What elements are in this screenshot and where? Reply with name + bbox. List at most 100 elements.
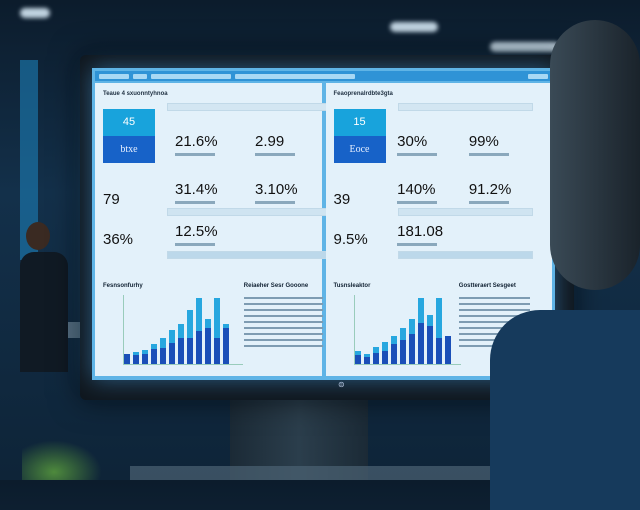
bar-segment-light [160, 337, 166, 349]
bar-segment-dark [408, 334, 415, 364]
bar-segment-dark [214, 337, 220, 364]
bar [223, 324, 229, 364]
tile-label: Eoce [333, 136, 386, 163]
bar-segment-dark [444, 336, 451, 364]
bar [124, 354, 130, 364]
dashboard-screen: Teaue 4 sxuonntyhnoa 45 btxe 79 36% 21.6%… [92, 68, 555, 380]
bar-segment-dark [435, 337, 442, 364]
bar [372, 346, 379, 364]
metric-caption [175, 153, 215, 156]
bar-segment-dark [381, 350, 388, 364]
ceiling-light [390, 22, 438, 32]
bar-segment-light [372, 346, 379, 354]
monitor-logo-icon: ⊜ [338, 380, 345, 389]
bar [363, 354, 370, 364]
chart-title: Tusnsleaktor [333, 283, 371, 289]
bar-segment-dark [133, 354, 139, 364]
kpi-value: 39 [333, 191, 351, 208]
bar [142, 349, 148, 364]
side-title: Reiaeher Sesr Gooone [243, 283, 309, 289]
bar-segment-light [133, 352, 139, 355]
bar-segment-light [169, 329, 175, 343]
background-person [20, 222, 70, 422]
tab-bar[interactable] [397, 103, 533, 111]
bar-segment-light [187, 309, 193, 338]
kpi-tile[interactable]: 45 btxe [103, 109, 155, 163]
bar [444, 336, 451, 364]
bar-segment-dark [169, 342, 175, 364]
bar-segment-dark [426, 325, 433, 364]
bar-segment-light [363, 354, 370, 358]
bar [133, 352, 139, 364]
bar [408, 319, 415, 364]
bar [160, 337, 166, 364]
bar-segment-dark [372, 353, 379, 364]
bar [205, 319, 211, 364]
info-bar[interactable] [167, 251, 327, 259]
tile-label: btxe [103, 136, 155, 163]
bar-segment-light [223, 324, 229, 329]
bar-segment-dark [363, 357, 370, 364]
bar [399, 327, 406, 364]
monitor-stand [230, 395, 368, 480]
bar-segment-light [214, 298, 220, 338]
metric-value: 91.2% [468, 181, 512, 198]
metric-value: 99% [468, 133, 499, 150]
metric-value: 2.99 [255, 133, 285, 150]
bar [354, 350, 361, 364]
section-header [397, 208, 533, 216]
bar [169, 329, 175, 364]
bar-segment-dark [399, 340, 406, 364]
bar-segment-dark [142, 354, 148, 364]
bar-segment-light [381, 342, 388, 351]
bar-segment-dark [160, 348, 166, 364]
bar-segment-light [390, 336, 397, 345]
bar-segment-light [151, 344, 157, 350]
bar [196, 298, 202, 364]
bar [381, 342, 388, 364]
kpi-value: 79 [103, 191, 120, 208]
bar [435, 298, 442, 364]
metric-caption [397, 243, 438, 246]
tab-bar[interactable] [167, 103, 327, 111]
bar-segment-light [435, 298, 442, 338]
kpi-value: 36% [103, 231, 134, 248]
metric-caption [397, 201, 438, 204]
bar-segment-dark [124, 354, 130, 364]
bar-segment-light [142, 349, 148, 355]
metric-value: 181.08 [397, 223, 444, 240]
bar-segment-dark [196, 331, 202, 364]
bar [214, 298, 220, 364]
kpi-tile[interactable]: 15 Eoce [333, 109, 386, 163]
metric-value: 140% [397, 181, 436, 198]
metric-caption [468, 153, 509, 156]
panel-title: Feaoprenalrdbte3gta [333, 91, 393, 97]
metric-value: 31.4% [175, 181, 218, 198]
bar-segment-light [196, 298, 202, 331]
bar-segment-dark [417, 323, 424, 364]
tile-value: 15 [333, 109, 386, 136]
bar [390, 336, 397, 364]
bar [151, 344, 157, 364]
bar-segment-light [178, 324, 184, 338]
info-bar[interactable] [397, 251, 533, 259]
plant [22, 440, 102, 480]
metric-value: 3.10% [255, 181, 298, 198]
bar-segment-dark [354, 354, 361, 364]
bar-segment-light [399, 327, 406, 341]
bar [417, 298, 424, 364]
side-title: Gostteraert Sesgeet [458, 283, 516, 289]
ceiling-light [490, 42, 560, 52]
bar-chart [123, 295, 243, 365]
bar-segment-light [417, 298, 424, 324]
metric-value: 12.5% [175, 223, 218, 240]
bar [187, 309, 193, 364]
metric-caption [175, 201, 215, 204]
side-text [243, 297, 323, 351]
left-panel: Teaue 4 sxuonntyhnoa 45 btxe 79 36% 21.6%… [95, 83, 327, 376]
metric-caption [175, 243, 215, 246]
bar-segment-dark [205, 327, 211, 364]
foreground-person [490, 10, 640, 510]
metric-caption [255, 201, 295, 204]
desk-surface [130, 466, 490, 480]
